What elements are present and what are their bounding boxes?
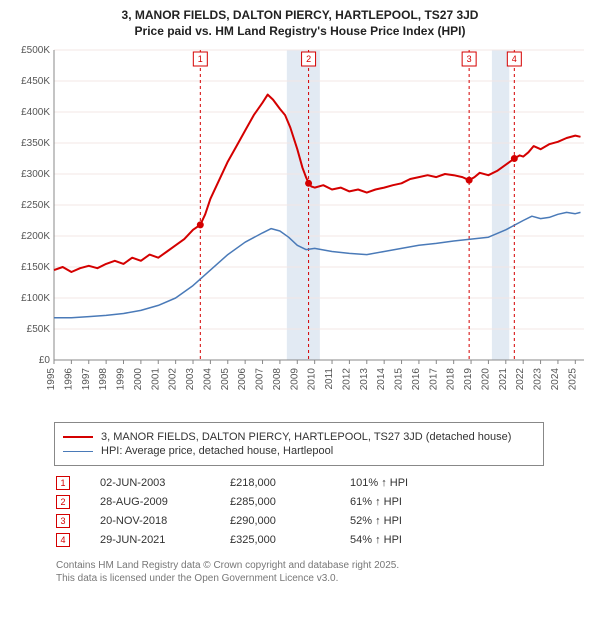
sale-price: £285,000: [230, 496, 350, 508]
svg-text:2000: 2000: [133, 368, 144, 391]
chart-container: 3, MANOR FIELDS, DALTON PIERCY, HARTLEPO…: [0, 0, 600, 595]
svg-text:2007: 2007: [255, 368, 266, 391]
sale-marker-icon: 3: [56, 514, 70, 528]
sale-pct: 54% ↑ HPI: [350, 534, 470, 546]
svg-text:2025: 2025: [567, 368, 578, 391]
svg-text:£50K: £50K: [27, 324, 51, 335]
svg-text:2016: 2016: [411, 368, 422, 391]
svg-text:2012: 2012: [341, 368, 352, 391]
svg-text:2019: 2019: [463, 368, 474, 391]
footer: Contains HM Land Registry data © Crown c…: [56, 559, 586, 585]
svg-text:2001: 2001: [150, 368, 161, 391]
legend-row-1: 3, MANOR FIELDS, DALTON PIERCY, HARTLEPO…: [63, 431, 535, 443]
svg-text:£200K: £200K: [21, 231, 50, 242]
legend-label-1: 3, MANOR FIELDS, DALTON PIERCY, HARTLEPO…: [101, 431, 511, 443]
sale-pct: 61% ↑ HPI: [350, 496, 470, 508]
svg-text:£0: £0: [39, 355, 51, 366]
svg-text:2003: 2003: [185, 368, 196, 391]
svg-text:2011: 2011: [324, 368, 335, 390]
title-main: 3, MANOR FIELDS, DALTON PIERCY, HARTLEPO…: [10, 8, 590, 22]
svg-text:2006: 2006: [237, 368, 248, 391]
svg-text:2013: 2013: [359, 368, 370, 391]
svg-text:2014: 2014: [376, 368, 387, 391]
title-sub: Price paid vs. HM Land Registry's House …: [10, 24, 590, 38]
svg-text:1998: 1998: [98, 368, 109, 391]
legend: 3, MANOR FIELDS, DALTON PIERCY, HARTLEPO…: [54, 422, 544, 466]
sale-date: 02-JUN-2003: [100, 477, 230, 489]
sale-date: 20-NOV-2018: [100, 515, 230, 527]
svg-text:2022: 2022: [515, 368, 526, 391]
sale-price: £325,000: [230, 534, 350, 546]
sale-table: 1 02-JUN-2003 £218,000 101% ↑ HPI 2 28-A…: [56, 476, 590, 547]
legend-row-2: HPI: Average price, detached house, Hart…: [63, 445, 535, 457]
svg-text:£150K: £150K: [21, 262, 50, 273]
legend-swatch-red: [63, 436, 93, 438]
svg-text:£300K: £300K: [21, 169, 50, 180]
legend-label-2: HPI: Average price, detached house, Hart…: [101, 445, 333, 457]
sale-price: £290,000: [230, 515, 350, 527]
svg-text:2: 2: [306, 54, 311, 64]
svg-text:2015: 2015: [394, 368, 405, 391]
chart-area: £0 £50K £100K £150K £200K £250K £300K £350K £400…: [10, 44, 590, 414]
svg-text:3: 3: [467, 54, 472, 64]
svg-text:2018: 2018: [446, 368, 457, 391]
footer-line-1: Contains HM Land Registry data © Crown c…: [56, 559, 586, 572]
sale-marker-icon: 2: [56, 495, 70, 509]
svg-text:1996: 1996: [63, 368, 74, 391]
footer-line-2: This data is licensed under the Open Gov…: [56, 572, 586, 585]
sale-row: 1 02-JUN-2003 £218,000 101% ↑ HPI: [56, 476, 590, 490]
svg-text:2021: 2021: [498, 368, 509, 391]
svg-text:2023: 2023: [533, 368, 544, 391]
sale-row: 4 29-JUN-2021 £325,000 54% ↑ HPI: [56, 533, 590, 547]
svg-text:£500K: £500K: [21, 45, 50, 56]
svg-text:£400K: £400K: [21, 107, 50, 118]
svg-text:2017: 2017: [428, 368, 439, 391]
svg-text:1: 1: [198, 54, 203, 64]
sale-marker-icon: 4: [56, 533, 70, 547]
svg-text:4: 4: [512, 54, 517, 64]
svg-text:2005: 2005: [220, 368, 231, 391]
sale-marker-icon: 1: [56, 476, 70, 490]
svg-text:£100K: £100K: [21, 293, 50, 304]
legend-swatch-blue: [63, 451, 93, 452]
sale-row: 2 28-AUG-2009 £285,000 61% ↑ HPI: [56, 495, 590, 509]
svg-text:2024: 2024: [550, 368, 561, 391]
svg-text:£250K: £250K: [21, 200, 50, 211]
svg-text:2009: 2009: [289, 368, 300, 391]
svg-text:£350K: £350K: [21, 138, 50, 149]
svg-text:1997: 1997: [81, 368, 92, 391]
svg-text:1995: 1995: [46, 368, 57, 391]
title-block: 3, MANOR FIELDS, DALTON PIERCY, HARTLEPO…: [10, 8, 590, 38]
sale-row: 3 20-NOV-2018 £290,000 52% ↑ HPI: [56, 514, 590, 528]
svg-text:2004: 2004: [202, 368, 213, 391]
sale-pct: 101% ↑ HPI: [350, 477, 470, 489]
sale-pct: 52% ↑ HPI: [350, 515, 470, 527]
svg-text:£450K: £450K: [21, 76, 50, 87]
chart-svg: £0 £50K £100K £150K £200K £250K £300K £350K £400…: [10, 44, 590, 414]
svg-text:2010: 2010: [307, 368, 318, 391]
svg-text:1999: 1999: [116, 368, 127, 391]
svg-text:2008: 2008: [272, 368, 283, 391]
sale-date: 29-JUN-2021: [100, 534, 230, 546]
svg-text:2002: 2002: [168, 368, 179, 391]
sale-price: £218,000: [230, 477, 350, 489]
svg-text:2020: 2020: [480, 368, 491, 391]
sale-date: 28-AUG-2009: [100, 496, 230, 508]
